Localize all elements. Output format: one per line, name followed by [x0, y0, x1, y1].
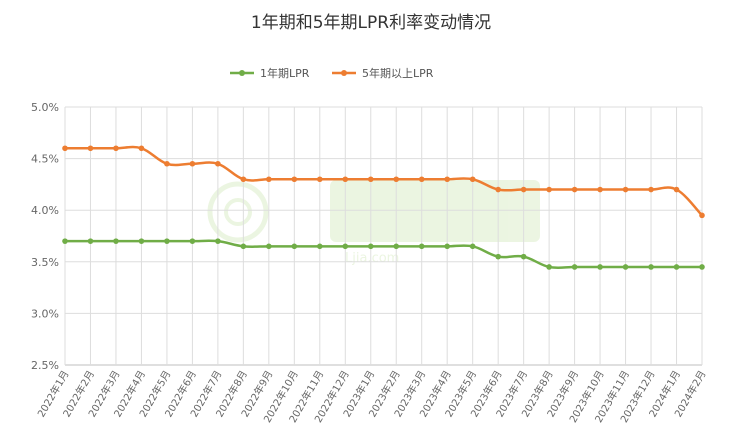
legend-item-5y[interactable]: 5年期以上LPR	[332, 66, 434, 80]
data-point-1[interactable]	[418, 176, 425, 183]
data-point-1[interactable]	[367, 176, 374, 183]
y-tick-label: 4.0%	[31, 204, 59, 217]
legend-label-5y: 5年期以上LPR	[362, 66, 434, 80]
data-point-1[interactable]	[342, 176, 349, 183]
data-point-1[interactable]	[444, 176, 451, 183]
data-point-1[interactable]	[622, 186, 629, 193]
data-point-1[interactable]	[266, 176, 272, 183]
y-tick-label: 3.0%	[31, 307, 59, 320]
data-point-1[interactable]	[317, 176, 323, 183]
data-point-1[interactable]	[393, 176, 400, 183]
data-point-0[interactable]	[546, 264, 552, 270]
data-point-1[interactable]	[597, 186, 603, 193]
data-point-0[interactable]	[62, 238, 68, 244]
x-axis-ticks: 2022年1月2022年2月2022年3月2022年4月2022年5月2022年…	[34, 368, 708, 425]
data-point-1[interactable]	[699, 212, 705, 219]
watermark-logo-inner	[224, 198, 252, 226]
data-point-0[interactable]	[673, 264, 680, 270]
data-point-0[interactable]	[597, 264, 603, 270]
watermark: Ljia.com	[207, 180, 540, 266]
data-point-1[interactable]	[62, 145, 68, 152]
data-point-0[interactable]	[495, 253, 501, 260]
data-point-0[interactable]	[266, 243, 272, 250]
data-point-0[interactable]	[240, 243, 247, 250]
data-point-0[interactable]	[113, 238, 119, 244]
legend-marker-1y	[239, 70, 245, 76]
data-point-1[interactable]	[87, 145, 94, 152]
data-point-0[interactable]	[648, 264, 654, 270]
data-point-1[interactable]	[291, 176, 298, 183]
gridlines	[64, 106, 703, 366]
data-point-0[interactable]	[138, 238, 145, 244]
data-point-0[interactable]	[342, 243, 349, 250]
data-point-0[interactable]	[367, 243, 374, 250]
y-tick-label: 3.5%	[31, 256, 59, 269]
data-point-0[interactable]	[469, 243, 476, 250]
legend-item-1y[interactable]: 1年期LPR	[230, 66, 310, 80]
data-point-0[interactable]	[317, 243, 323, 250]
watermark-block	[330, 180, 540, 242]
data-point-0[interactable]	[444, 243, 451, 250]
data-point-0[interactable]	[699, 264, 705, 270]
data-point-1[interactable]	[215, 160, 221, 167]
data-point-0[interactable]	[393, 243, 400, 250]
legend-marker-5y	[341, 70, 347, 76]
legend: 1年期LPR 5年期以上LPR	[230, 66, 434, 80]
data-point-0[interactable]	[520, 253, 527, 260]
data-point-1[interactable]	[648, 186, 654, 193]
y-tick-label: 4.5%	[31, 153, 59, 166]
legend-label-1y: 1年期LPR	[260, 66, 310, 80]
data-point-1[interactable]	[673, 186, 680, 193]
watermark-text: Ljia.com	[345, 251, 399, 266]
data-point-0[interactable]	[291, 243, 298, 250]
data-point-1[interactable]	[189, 160, 196, 167]
data-point-0[interactable]	[189, 238, 196, 244]
data-point-1[interactable]	[495, 186, 501, 193]
data-point-0[interactable]	[622, 264, 629, 270]
data-point-0[interactable]	[418, 243, 425, 250]
data-point-0[interactable]	[87, 238, 94, 244]
series-lines	[62, 145, 705, 270]
data-point-0[interactable]	[164, 238, 170, 244]
data-point-0[interactable]	[215, 238, 221, 244]
data-point-1[interactable]	[113, 145, 119, 152]
data-point-1[interactable]	[469, 176, 476, 183]
data-point-0[interactable]	[571, 264, 578, 270]
y-axis-ticks: 5.0% 4.5% 4.0% 3.5% 3.0% 2.5%	[31, 101, 59, 372]
watermark-logo-icon	[207, 181, 269, 243]
data-point-1[interactable]	[520, 186, 527, 193]
data-point-1[interactable]	[138, 145, 145, 152]
data-point-1[interactable]	[164, 160, 170, 167]
data-point-1[interactable]	[240, 176, 247, 183]
chart-title: 1年期和5年期LPR利率变动情况	[251, 13, 491, 33]
y-tick-label: 5.0%	[31, 101, 59, 114]
data-point-1[interactable]	[546, 186, 552, 193]
data-point-1[interactable]	[571, 186, 578, 193]
y-tick-label: 2.5%	[31, 359, 59, 372]
